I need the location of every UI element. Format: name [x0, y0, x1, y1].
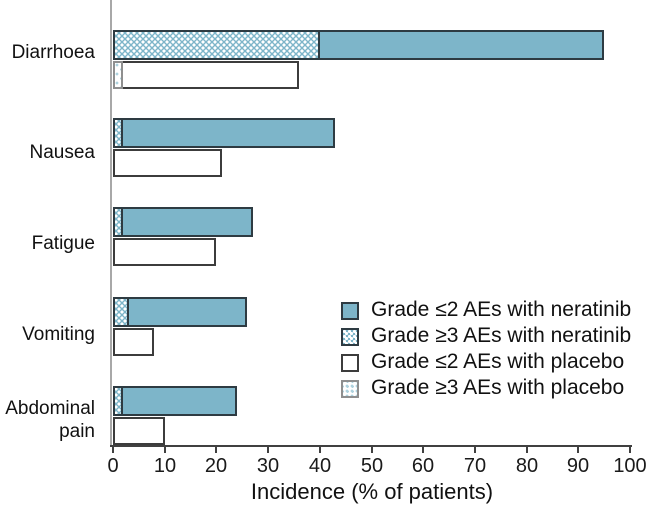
bar-segment-grade-le2-neratinib [113, 207, 253, 237]
bar-placebo-diarrhoea [113, 61, 299, 89]
x-tick-label: 10 [153, 455, 177, 477]
x-tick-label: 90 [566, 455, 590, 477]
bar-neratinib-abdominal-pain [113, 386, 237, 416]
x-axis-line [110, 445, 632, 447]
bar-segment-grade-le2-neratinib [113, 297, 247, 327]
bar-neratinib-nausea [113, 118, 335, 148]
y-axis-line [110, 0, 112, 446]
legend-swatch-teal-dotted [341, 328, 359, 346]
bar-segment-grade-le2-placebo [113, 328, 154, 356]
bar-segment-grade-ge3-placebo [113, 61, 123, 89]
x-axis-title: Incidence (% of patients) [250, 479, 494, 504]
bar-neratinib-fatigue [113, 207, 253, 237]
x-tick-label: 20 [204, 455, 228, 477]
legend-swatch-white-solid [341, 354, 359, 372]
x-tick [422, 447, 424, 453]
legend-item: Grade ≥3 AEs with placebo [340, 375, 646, 401]
legend-label: Grade ≥3 AEs with neratinib [371, 324, 632, 347]
bar-placebo-nausea [113, 149, 222, 177]
x-tick [112, 447, 114, 453]
legend-label: Grade ≤2 AEs with placebo [371, 350, 625, 373]
x-tick [577, 447, 579, 453]
bar-segment-grade-ge3-neratinib [113, 118, 123, 148]
category-label: Diarrhoea [11, 42, 95, 63]
x-tick [164, 447, 166, 453]
category-label: Abdominal pain [5, 398, 95, 442]
legend-swatch-teal-solid [341, 302, 359, 320]
bar-segment-grade-le2-placebo [113, 238, 216, 266]
bar-placebo-abdominal-pain [113, 417, 165, 445]
legend-item: Grade ≤2 AEs with neratinib [340, 297, 646, 323]
bar-neratinib-vomiting [113, 297, 247, 327]
x-tick-label: 100 [613, 455, 646, 477]
bar-neratinib-diarrhoea [113, 30, 604, 60]
x-tick-label: 70 [463, 455, 487, 477]
bar-segment-grade-ge3-neratinib [113, 30, 320, 60]
x-tick [267, 447, 269, 453]
x-tick-label: 40 [308, 455, 332, 477]
bar-segment-grade-ge3-neratinib [113, 207, 123, 237]
bar-segment-grade-ge3-neratinib [113, 297, 129, 327]
legend-swatch-white-dotted [341, 380, 359, 398]
bar-placebo-vomiting [113, 328, 154, 356]
legend-label: Grade ≤2 AEs with neratinib [371, 298, 632, 321]
bar-segment-grade-ge3-neratinib [113, 386, 123, 416]
bar-segment-grade-le2-neratinib [113, 118, 335, 148]
category-label: Vomiting [22, 324, 95, 345]
x-tick-label: 0 [107, 455, 119, 477]
legend-label: Grade ≥3 AEs with placebo [371, 376, 625, 399]
x-tick-label: 50 [360, 455, 384, 477]
bar-segment-grade-le2-neratinib [113, 386, 237, 416]
category-label: Nausea [29, 142, 96, 163]
x-tick-label: 30 [256, 455, 280, 477]
bar-segment-grade-le2-placebo [113, 417, 165, 445]
bar-segment-grade-le2-placebo [113, 61, 299, 89]
x-tick [319, 447, 321, 453]
x-tick-label: 60 [411, 455, 435, 477]
x-tick-label: 80 [515, 455, 539, 477]
x-tick [526, 447, 528, 453]
category-label: Fatigue [31, 233, 95, 254]
x-tick [371, 447, 373, 453]
x-tick [474, 447, 476, 453]
legend-item: Grade ≥3 AEs with neratinib [340, 323, 646, 349]
legend-item: Grade ≤2 AEs with placebo [340, 349, 646, 375]
bar-placebo-fatigue [113, 238, 216, 266]
x-tick [215, 447, 217, 453]
bar-segment-grade-le2-placebo [113, 149, 222, 177]
x-tick [629, 447, 631, 453]
